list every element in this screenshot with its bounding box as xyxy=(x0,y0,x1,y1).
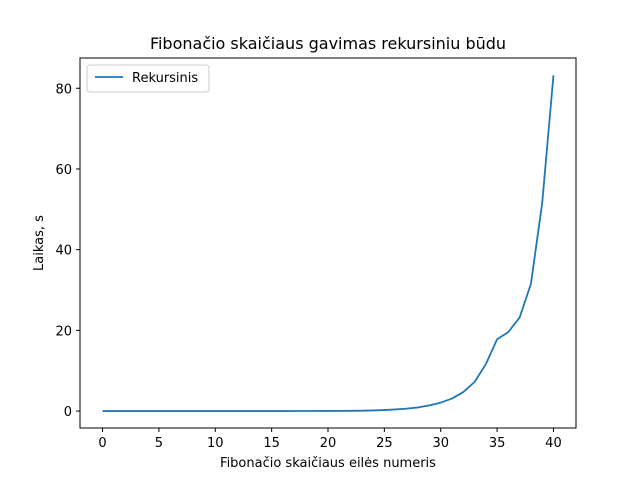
x-axis-ticks: 0 5 10 15 20 25 30 35 40 xyxy=(98,428,562,451)
x-tick-label: 35 xyxy=(489,436,506,451)
x-tick-label: 40 xyxy=(545,436,562,451)
plot-area xyxy=(80,58,576,428)
series-group xyxy=(102,75,555,412)
y-tick-label: 60 xyxy=(55,163,72,178)
x-tick-label: 10 xyxy=(207,436,224,451)
y-tick-label: 20 xyxy=(55,324,72,339)
x-tick-label: 20 xyxy=(320,436,337,451)
x-tick-label: 30 xyxy=(432,436,449,451)
y-axis-ticks: 0 20 40 60 80 xyxy=(55,82,80,420)
x-tick-label: 5 xyxy=(155,436,163,451)
series-line xyxy=(102,75,555,412)
y-tick-label: 80 xyxy=(55,82,72,97)
y-tick-label: 0 xyxy=(64,405,72,420)
y-tick-label: 40 xyxy=(55,244,72,259)
legend-label: Rekursinis xyxy=(132,71,198,86)
x-tick-label: 15 xyxy=(263,436,280,451)
chart-title: Fibonačio skaičiaus gavimas rekursiniu b… xyxy=(150,34,506,53)
x-tick-label: 25 xyxy=(376,436,393,451)
y-axis-label: Laikas, s xyxy=(32,215,47,271)
legend: Rekursinis xyxy=(86,64,210,93)
plot-frame xyxy=(79,57,577,429)
x-axis-label: Fibonačio skaičiaus eilės numeris xyxy=(220,456,436,471)
x-tick-label: 0 xyxy=(98,436,106,451)
legend-box xyxy=(86,64,210,93)
